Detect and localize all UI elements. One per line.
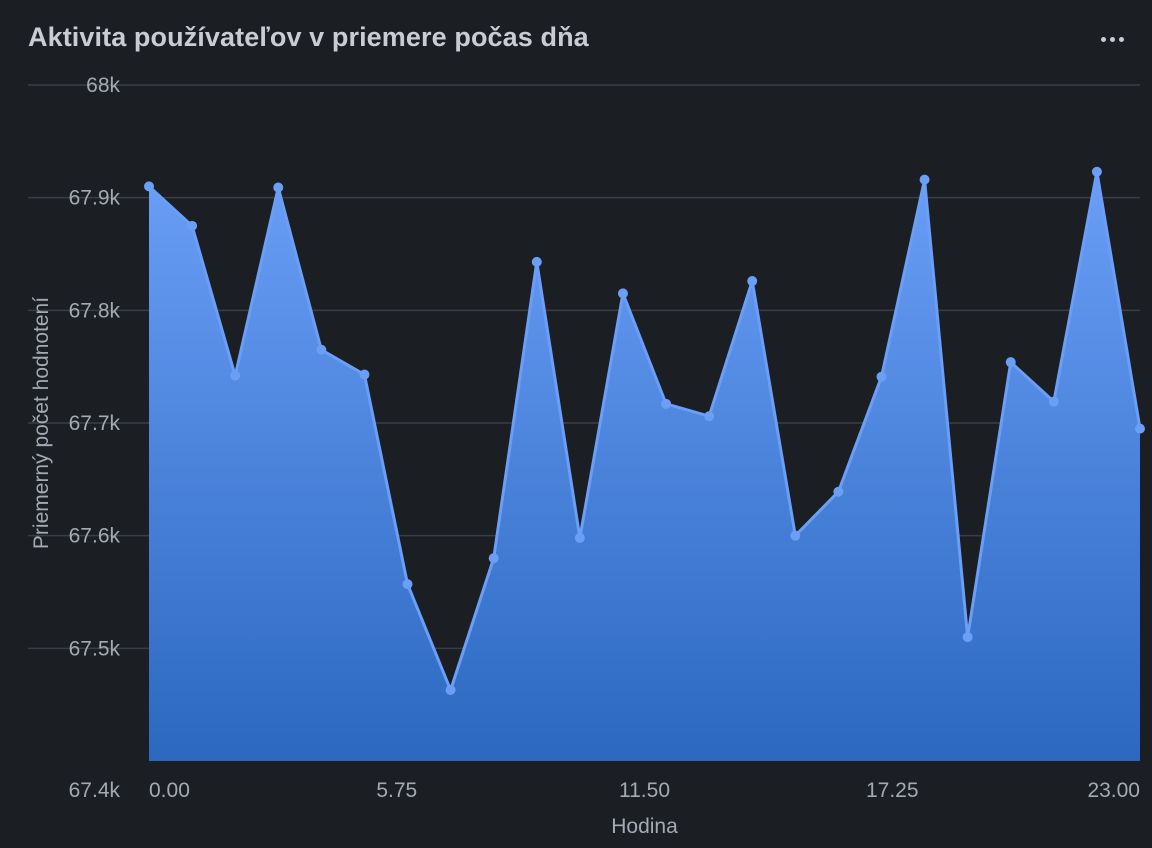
axis-ticks: 67.4k 67.5k 67.6k 67.7k 67.8k 67.9k 68k 0.00 5.7… bbox=[69, 74, 1140, 802]
series-line bbox=[147, 170, 1142, 692]
data-point-1[interactable] bbox=[187, 220, 198, 231]
data-point-16[interactable] bbox=[833, 486, 844, 497]
data-point-13[interactable] bbox=[704, 411, 715, 422]
x-tick-label: 5.75 bbox=[376, 779, 417, 802]
data-point-21[interactable] bbox=[1048, 396, 1059, 407]
data-point-8[interactable] bbox=[488, 553, 499, 564]
data-point-11[interactable] bbox=[617, 288, 628, 299]
y-tick-label: 67.9k bbox=[69, 187, 121, 210]
data-point-7[interactable] bbox=[445, 685, 456, 696]
data-point-6[interactable] bbox=[402, 579, 413, 590]
data-point-18[interactable] bbox=[919, 174, 930, 185]
data-point-17[interactable] bbox=[876, 371, 887, 382]
data-point-15[interactable] bbox=[790, 530, 801, 541]
y-tick-label: 68k bbox=[86, 74, 120, 97]
data-point-14[interactable] bbox=[747, 276, 758, 287]
data-point-10[interactable] bbox=[574, 532, 585, 543]
data-point-2[interactable] bbox=[230, 370, 241, 381]
y-axis-label: Priemerný počet hodnotení bbox=[30, 297, 53, 549]
y-tick-label: 67.7k bbox=[69, 412, 121, 435]
data-point-19[interactable] bbox=[962, 632, 973, 643]
data-point-5[interactable] bbox=[359, 369, 370, 380]
chart-title: Aktivita používateľov v priemere počas d… bbox=[28, 22, 589, 52]
data-point-22[interactable] bbox=[1091, 166, 1102, 177]
data-point-3[interactable] bbox=[273, 182, 284, 193]
data-point-20[interactable] bbox=[1005, 357, 1016, 368]
y-tick-label: 67.6k bbox=[69, 525, 121, 548]
area-layer bbox=[144, 166, 1145, 762]
x-tick-label: 23.00 bbox=[1087, 779, 1140, 802]
area-fill bbox=[149, 171, 1140, 762]
x-tick-label: 11.50 bbox=[619, 779, 670, 802]
more-horizontal-icon[interactable] bbox=[1094, 28, 1130, 50]
x-tick-label: 17.25 bbox=[866, 779, 919, 802]
x-axis-label: Hodina bbox=[611, 815, 678, 838]
data-point-4[interactable] bbox=[316, 344, 327, 355]
x-tick-label: 0.00 bbox=[149, 779, 190, 802]
y-tick-label: 67.8k bbox=[69, 299, 121, 322]
y-tick-label: 67.4k bbox=[69, 779, 121, 802]
data-point-9[interactable] bbox=[531, 256, 542, 267]
data-point-12[interactable] bbox=[661, 398, 672, 409]
data-point-23[interactable] bbox=[1135, 423, 1145, 434]
data-point-0[interactable] bbox=[144, 181, 154, 192]
y-tick-label: 67.5k bbox=[69, 637, 121, 660]
